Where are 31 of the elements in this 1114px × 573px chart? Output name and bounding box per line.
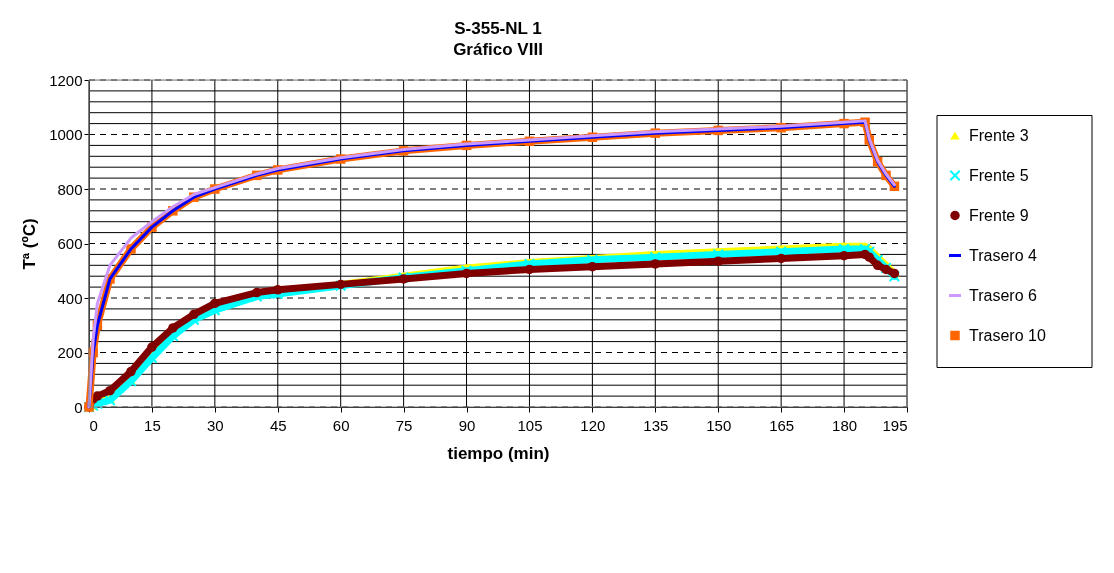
x-tick-label: 75 xyxy=(395,416,413,434)
x-tick-label: 90 xyxy=(458,416,476,434)
legend-label: Trasero 6 xyxy=(969,286,1037,304)
y-tick-label: 1200 xyxy=(49,71,83,89)
x-tick-label: 15 xyxy=(144,416,161,434)
y-tick-label: 800 xyxy=(57,180,83,198)
x-tick-label: 195 xyxy=(882,416,908,434)
x-tick-label: 150 xyxy=(706,416,732,434)
legend-label: Trasero 10 xyxy=(969,326,1046,344)
y-tick-label: 200 xyxy=(57,344,83,361)
x-tick-label: 120 xyxy=(580,416,606,434)
x-tick-label: 0 xyxy=(89,416,98,434)
x-tick-label: 45 xyxy=(269,416,287,434)
x-tick-label: 135 xyxy=(643,416,669,434)
legend-label: Frente 5 xyxy=(969,166,1029,184)
x-axis-title: tiempo (min) xyxy=(447,443,550,463)
y-axis-title: Tª (ºC) xyxy=(20,218,40,270)
legend-label: Frente 9 xyxy=(969,206,1029,224)
x-tick-label: 30 xyxy=(207,416,224,434)
y-tick-label: 400 xyxy=(57,289,83,307)
y-tick-label: 600 xyxy=(57,235,83,252)
chart-subtitle: Gráfico VIII xyxy=(453,40,543,59)
x-tick-label: 60 xyxy=(332,416,350,434)
y-tick-label: 1000 xyxy=(49,126,83,143)
legend-label: Trasero 4 xyxy=(969,246,1037,264)
legend-label: Frente 3 xyxy=(969,126,1029,144)
chart-title: S-355-NL 1 xyxy=(454,19,542,38)
y-tick-label: 0 xyxy=(74,398,83,416)
x-tick-label: 180 xyxy=(832,416,858,434)
x-tick-label: 105 xyxy=(517,416,543,434)
x-tick-label: 165 xyxy=(769,416,795,434)
